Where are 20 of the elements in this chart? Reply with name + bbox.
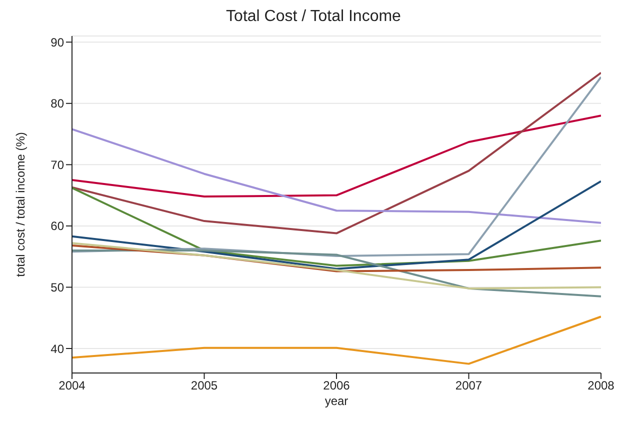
x-tick-label: 2005 <box>190 378 218 393</box>
y-tick-label: 60 <box>50 219 64 234</box>
line-series <box>72 128 601 224</box>
y-axis-title: total cost / total income (%) <box>13 132 28 277</box>
chart-title: Total Cost / Total Income <box>225 8 402 26</box>
line-series <box>72 242 601 290</box>
x-tick-label: 2004 <box>58 378 86 393</box>
line-series <box>72 316 601 365</box>
y-tick-label: 90 <box>50 35 64 50</box>
line-series <box>72 244 601 272</box>
x-tick-label: 2006 <box>323 378 350 393</box>
y-tick-label: 40 <box>50 342 64 356</box>
line-series <box>72 249 601 298</box>
line-series <box>72 114 601 198</box>
y-tick-label: 50 <box>50 280 64 294</box>
x-tick-label: 2007 <box>455 378 482 393</box>
x-tick-label: 2008 <box>588 378 615 393</box>
x-axis-title: year <box>324 394 348 408</box>
y-tick-label: 80 <box>50 96 64 111</box>
y-tick-label: 70 <box>50 158 64 172</box>
